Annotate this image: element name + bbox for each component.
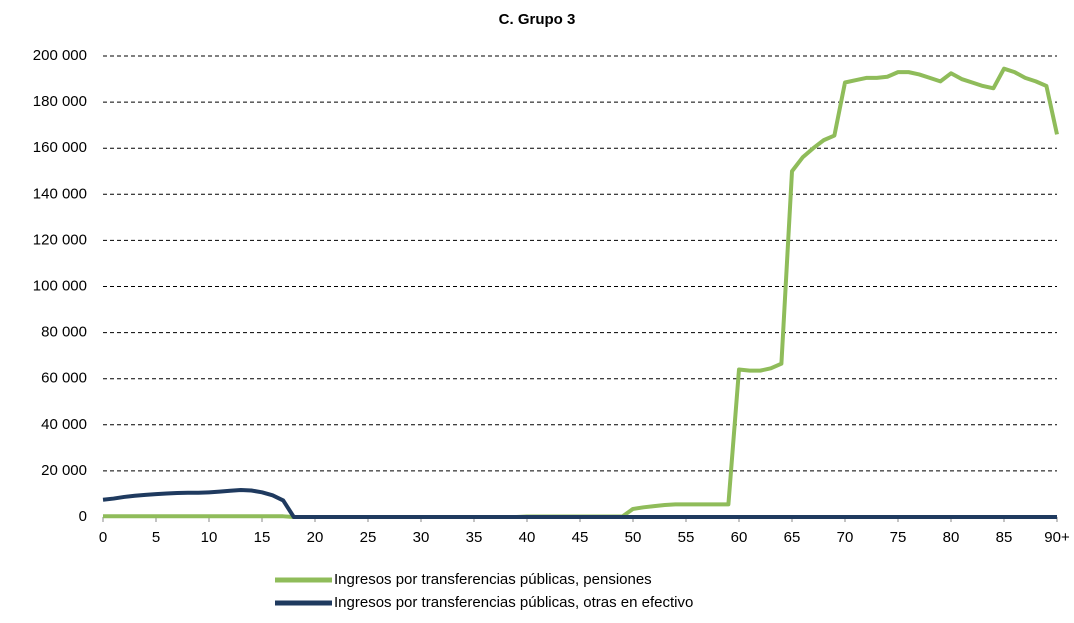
x-tick-label: 85 [996,529,1013,546]
x-tick-label: 90+ [1044,529,1070,546]
x-tick-label: 55 [678,529,695,546]
x-tick-label: 5 [152,529,160,546]
x-tick-label: 25 [360,529,377,546]
y-tick-label: 100 000 [33,277,87,294]
y-tick-label: 0 [79,508,87,525]
y-tick-label: 140 000 [33,185,87,202]
y-tick-label: 160 000 [33,139,87,156]
x-tick-label: 20 [307,529,324,546]
x-tick-label: 40 [519,529,536,546]
x-tick-label: 45 [572,529,589,546]
legend-label: Ingresos por transferencias públicas, ot… [334,594,693,611]
legend-label: Ingresos por transferencias públicas, pe… [334,571,652,588]
chart-title: C. Grupo 3 [499,11,576,28]
x-tick-label: 65 [784,529,801,546]
series-line [103,66,1059,519]
x-tick-label: 50 [625,529,642,546]
y-tick-label: 60 000 [41,370,87,387]
x-tick-label: 35 [466,529,483,546]
x-tick-label: 0 [99,529,107,546]
y-tick-label: 40 000 [41,416,87,433]
y-tick-label: 200 000 [33,47,87,64]
x-tick-label: 75 [890,529,907,546]
x-tick-label: 10 [201,529,218,546]
y-tick-label: 20 000 [41,462,87,479]
series-line [102,488,1057,519]
x-tick-label: 60 [731,529,748,546]
x-tick-label: 80 [943,529,960,546]
x-tick-label: 70 [837,529,854,546]
y-tick-label: 180 000 [33,93,87,110]
y-tick-label: 120 000 [33,231,87,248]
y-tick-label: 80 000 [41,324,87,341]
x-tick-label: 30 [413,529,430,546]
x-tick-label: 15 [254,529,271,546]
